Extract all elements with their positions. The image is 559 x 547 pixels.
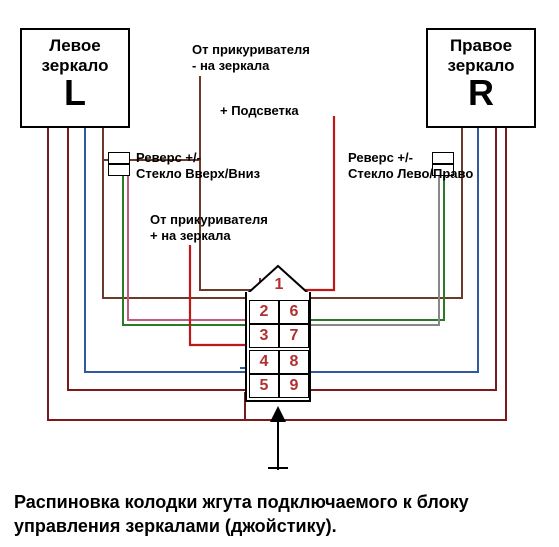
left-mirror-letter: L xyxy=(22,75,128,111)
label-lighter-plus-l1: От прикуривателя xyxy=(150,212,268,227)
label-reverse-left-l2: Стекло Вверх/Вниз xyxy=(136,166,260,181)
label-lighter-plus: От прикуривателя + на зеркала xyxy=(150,212,268,243)
caption: Распиновка колодки жгута подключаемого к… xyxy=(14,490,544,539)
connector-pin-7: 7 xyxy=(279,324,309,348)
label-reverse-left: Реверс +/- Стекло Вверх/Вниз xyxy=(136,150,260,181)
label-backlight: + Подсветка xyxy=(220,103,299,119)
right-mirror-label1: Правое xyxy=(428,36,534,56)
left-mirror-label1: Левое xyxy=(22,36,128,56)
right-mirror-letter: R xyxy=(428,75,534,111)
label-reverse-left-l1: Реверс +/- xyxy=(136,150,201,165)
label-lighter-minus-l1: От прикуривателя xyxy=(192,42,310,57)
connector-pin-4: 4 xyxy=(249,350,279,374)
caption-line1: Распиновка колодки жгута подключаемого к… xyxy=(14,492,469,512)
connector-block: 1 2 6 3 7 4 8 5 9 xyxy=(245,292,311,402)
connector-pin-2: 2 xyxy=(249,300,279,324)
connector-pin-5: 5 xyxy=(249,374,279,398)
label-lighter-minus: От прикуривателя - на зеркала xyxy=(192,42,310,73)
label-lighter-plus-l2: + на зеркала xyxy=(150,228,231,243)
right-mirror-box: Правое зеркало R xyxy=(426,28,536,128)
label-reverse-right: Реверс +/- Стекло Лево/Право xyxy=(348,150,473,181)
left-reverse-terminal-2 xyxy=(108,164,130,176)
caption-line2: управления зеркалами (джойстику). xyxy=(14,516,337,536)
connector-pin-8: 8 xyxy=(279,350,309,374)
label-reverse-right-l2: Стекло Лево/Право xyxy=(348,166,473,181)
connector-pin-1: 1 xyxy=(264,274,294,298)
connector-pin-9: 9 xyxy=(279,374,309,398)
left-reverse-terminal-1 xyxy=(108,152,130,164)
label-reverse-right-l1: Реверс +/- xyxy=(348,150,413,165)
connector-pin-6: 6 xyxy=(279,300,309,324)
connector-pin-3: 3 xyxy=(249,324,279,348)
label-lighter-minus-l2: - на зеркала xyxy=(192,58,269,73)
left-mirror-box: Левое зеркало L xyxy=(20,28,130,128)
